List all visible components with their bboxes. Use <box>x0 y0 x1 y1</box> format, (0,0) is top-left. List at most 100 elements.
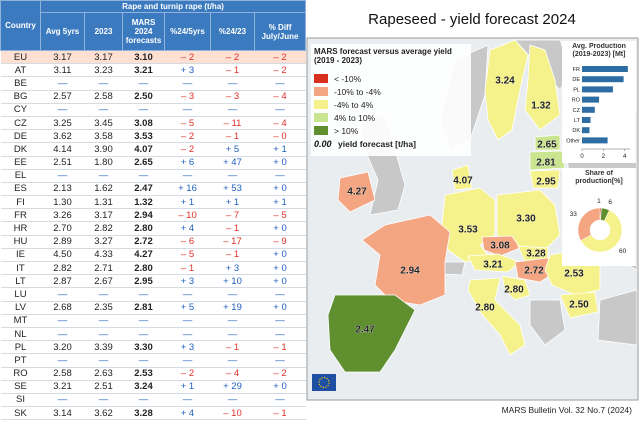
country-cell: SI <box>0 393 41 408</box>
value-cell: + 6 <box>164 156 211 170</box>
country-shape <box>481 235 521 257</box>
value-cell: + 47 <box>210 156 255 170</box>
value-cell: – 9 <box>254 235 306 249</box>
column-header: 2023 <box>84 12 123 51</box>
value-cell: — <box>164 169 211 183</box>
value-cell: + 1 <box>254 195 306 210</box>
table-row: LV 2.68 2.35 2.81 + 5 + 19 + 0 <box>0 301 306 315</box>
bar <box>582 96 600 103</box>
pie-slice <box>577 207 601 241</box>
yield-label: 2.53 <box>564 269 584 280</box>
country-cell: IE <box>0 248 41 263</box>
value-cell: — <box>122 169 165 183</box>
value-cell: — <box>122 76 165 91</box>
column-header: Country <box>0 0 41 51</box>
value-cell: — <box>84 353 123 368</box>
value-cell: — <box>40 103 85 117</box>
value-cell: — <box>254 287 306 302</box>
value-cell: — <box>210 314 255 328</box>
value-cell: — <box>84 314 123 328</box>
value-cell: – 2 <box>164 50 211 65</box>
value-cell: – 2 <box>164 367 211 381</box>
country-shape <box>361 214 451 306</box>
value-cell: 2.71 <box>84 261 123 276</box>
value-cell: 3.90 <box>84 142 123 157</box>
value-cell: + 3 <box>164 340 211 355</box>
value-cell: 2.87 <box>40 274 85 289</box>
country-shape <box>484 39 529 141</box>
yield-label: 4.07 <box>453 176 473 187</box>
value-cell: — <box>84 287 123 302</box>
value-cell: — <box>40 353 85 368</box>
bar-category: LT <box>574 118 581 124</box>
value-cell: – 1 <box>210 340 255 355</box>
value-cell: 3.17 <box>84 208 123 223</box>
yield-label: 3.53 <box>458 225 478 236</box>
value-cell: + 10 <box>210 274 255 289</box>
country-cell: ES <box>0 182 41 197</box>
value-cell: — <box>40 169 85 183</box>
value-cell: — <box>40 327 85 342</box>
table-row: RO 2.58 2.63 2.53– 2– 4– 2 <box>0 367 306 381</box>
yield-label: 2.72 <box>524 266 544 277</box>
table-row: SK 3.14 3.62 3.28 + 4– 10– 1 <box>0 406 306 421</box>
map-panel: Rapeseed - yield forecast 2024 3.24 1.32 2… <box>306 0 639 424</box>
value-cell: — <box>210 327 255 342</box>
value-cell: – 1 <box>254 406 306 421</box>
value-cell: 2.68 <box>40 301 85 315</box>
value-cell: – 5 <box>164 248 211 263</box>
legend-swatch <box>314 100 328 109</box>
value-cell: — <box>164 393 211 408</box>
value-cell: — <box>254 103 306 117</box>
value-cell: 2.94 <box>122 208 165 223</box>
yield-label: 4.27 <box>347 187 367 198</box>
x-tick-label: 2 <box>602 154 606 160</box>
table-row: LT 2.87 2.67 2.95 + 3 + 10 + 0 <box>0 274 306 289</box>
bar <box>582 117 591 123</box>
value-cell: — <box>210 103 255 117</box>
value-cell: 2.80 <box>122 261 165 276</box>
table-row: CY — — — — — — <box>0 103 306 117</box>
country-shape <box>559 291 599 319</box>
yield-label: 1.32 <box>531 101 551 112</box>
value-cell: 4.33 <box>84 248 123 263</box>
eu-logo <box>312 374 336 391</box>
column-header: %24/5yrs <box>164 12 211 51</box>
value-cell: — <box>84 76 123 91</box>
country-cell: PT <box>0 353 41 368</box>
value-cell: 3.30 <box>122 340 165 355</box>
country-cell: BE <box>0 76 41 91</box>
yield-label: 2.65 <box>537 140 557 151</box>
bar-category: CZ <box>573 108 581 114</box>
source-note: MARS Bulletin Vol. 32 No.7 (2024) <box>502 405 633 415</box>
country-cell: HR <box>0 221 41 236</box>
value-cell: — <box>122 314 165 328</box>
yield-label: 2.81 <box>536 158 556 169</box>
country-cell: CZ <box>0 116 41 131</box>
value-cell: — <box>122 287 165 302</box>
table-row: DK 4.14 3.90 4.07– 2 + 5 + 1 <box>0 142 306 157</box>
legend-label: < -10% <box>334 74 362 84</box>
value-cell: — <box>40 287 85 302</box>
value-cell: 2.80 <box>122 221 165 236</box>
value-cell: 1.32 <box>122 195 165 210</box>
legend-label: 4% to 10% <box>334 113 376 123</box>
value-cell: 2.35 <box>84 301 123 315</box>
value-cell: – 2 <box>210 50 255 65</box>
country-cell: FI <box>0 195 41 210</box>
value-cell: + 0 <box>254 248 306 263</box>
value-cell: 3.10 <box>122 50 165 65</box>
value-cell: 2.53 <box>122 367 165 381</box>
value-cell: – 1 <box>210 129 255 144</box>
value-cell: 3.27 <box>84 235 123 249</box>
value-cell: 2.95 <box>122 274 165 289</box>
value-cell: – 10 <box>164 208 211 223</box>
yield-label: 2.80 <box>504 285 524 296</box>
map-title: Rapeseed - yield forecast 2024 <box>368 11 576 28</box>
value-cell: + 0 <box>254 182 306 197</box>
value-cell: — <box>210 287 255 302</box>
country-cell: DE <box>0 129 41 144</box>
table-row: FI 1.30 1.31 1.32 + 1 + 1 + 1 <box>0 195 306 210</box>
value-cell: — <box>210 169 255 183</box>
value-cell: — <box>164 103 211 117</box>
